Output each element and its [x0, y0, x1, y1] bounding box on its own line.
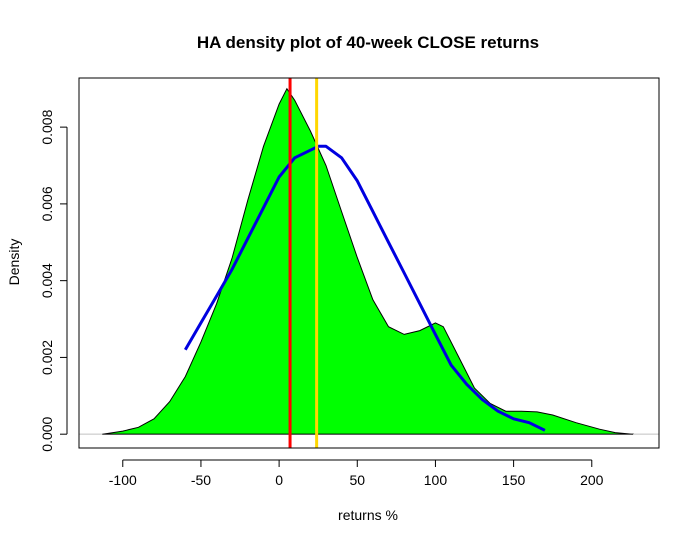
x-axis-label: returns %: [338, 507, 398, 523]
x-tick-label: 200: [580, 472, 604, 488]
y-tick-label: 0.008: [39, 109, 55, 144]
y-tick-label: 0.000: [39, 416, 55, 451]
x-tick-label: 50: [349, 472, 365, 488]
x-tick-label: 150: [502, 472, 526, 488]
x-tick-label: -50: [191, 472, 211, 488]
x-tick-label: 100: [424, 472, 448, 488]
chart-title: HA density plot of 40-week CLOSE returns: [197, 33, 539, 52]
fit-curve: [184, 144, 546, 432]
plot-area: [79, 78, 659, 448]
axes: -100 -50 0 50 100 150 200 0.000 0.002 0.004 0.006 0…: [39, 109, 604, 488]
x-tick-label: 0: [275, 472, 283, 488]
y-axis-label: Density: [6, 239, 22, 286]
density-area: [102, 87, 634, 435]
y-tick-label: 0.006: [39, 186, 55, 221]
y-tick-label: 0.002: [39, 340, 55, 375]
y-tick-label: 0.004: [39, 263, 55, 298]
x-tick-label: -100: [109, 472, 137, 488]
plot-frame: [78, 77, 660, 449]
